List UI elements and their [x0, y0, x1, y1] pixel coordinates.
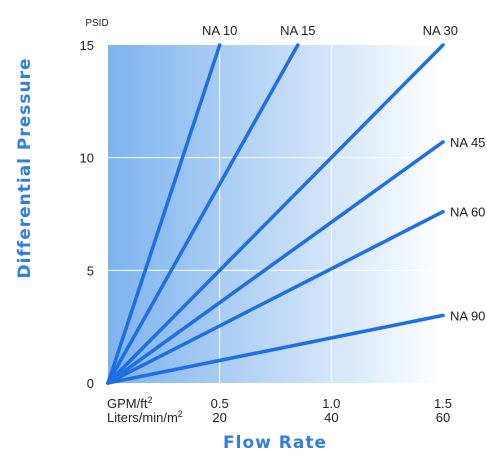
y-axis-title: Differential Pressure [15, 57, 35, 278]
x-axis-title: Flow Rate [223, 433, 327, 453]
x-unit-secondary-label: Liters/min/m2 [107, 409, 183, 425]
series-label: NA 60 [450, 205, 485, 220]
y-tick-label: 15 [80, 38, 94, 53]
series-label: NA 15 [280, 23, 315, 38]
series-label: NA 45 [450, 135, 485, 150]
y-tick-label: 0 [87, 376, 94, 391]
y-tick-labels: 0 5 10 15 [80, 38, 94, 391]
x-tick-labels: 0.520 1.040 1.560 [211, 396, 452, 425]
x-tick-secondary-label: 60 [436, 410, 450, 425]
x-unit-primary-label: GPM/ft2 [107, 395, 152, 411]
series-label: NA 90 [450, 308, 485, 323]
x-tick-label: 0.5 [211, 396, 229, 411]
series-label: NA 30 [423, 23, 458, 38]
x-tick-secondary-label: 40 [324, 410, 338, 425]
y-tick-label: 5 [87, 263, 94, 278]
series-label: NA 10 [202, 23, 237, 38]
y-tick-label: 10 [80, 151, 94, 166]
x-tick-secondary-label: 20 [212, 410, 226, 425]
x-tick-label: 1.5 [434, 396, 452, 411]
y-unit-label: PSID [85, 18, 108, 29]
x-tick-label: 1.0 [322, 396, 340, 411]
